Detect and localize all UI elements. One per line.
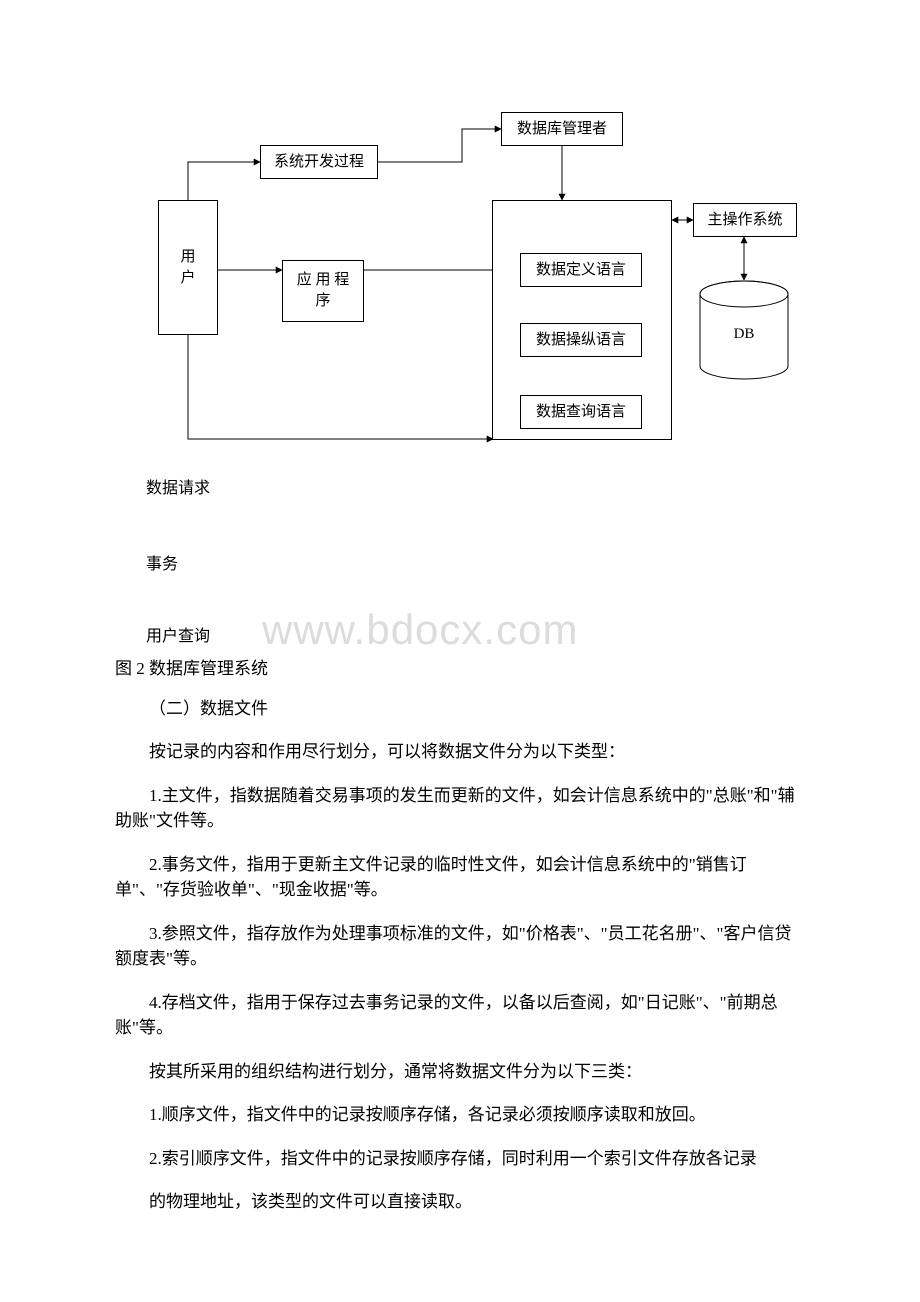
paragraph: 2.事务文件，指用于更新主文件记录的临时性文件，如会计信息系统中的"销售订单"、… — [115, 852, 805, 903]
watermark: www.bdocx.com — [262, 606, 578, 654]
node-db: DB — [699, 280, 789, 380]
node-app: 应 用 程 序 — [282, 260, 364, 322]
paragraph: 2.索引顺序文件，指文件中的记录按顺序存储，同时利用一个索引文件存放各记录 — [115, 1146, 805, 1172]
node-dql: 数据查询语言 — [520, 395, 642, 429]
label-data-request: 数据请求 — [146, 474, 210, 504]
node-dbadmin: 数据库管理者 — [501, 112, 623, 146]
document-body: 图 2 数据库管理系统 （二）数据文件 按记录的内容和作用尽行划分，可以将数据文… — [115, 656, 805, 1233]
figure-caption: 图 2 数据库管理系统 — [115, 656, 805, 682]
label-user-query: 用户查询 — [146, 622, 210, 652]
node-ddl: 数据定义语言 — [520, 253, 642, 287]
paragraph: 4.存档文件，指用于保存过去事务记录的文件，以备以后查阅，如"日记账"、"前期总… — [115, 990, 805, 1041]
paragraph: 按其所采用的组织结构进行划分，通常将数据文件分为以下三类： — [115, 1059, 805, 1085]
label-transaction: 事务 — [146, 550, 178, 580]
paragraph: 的物理地址，该类型的文件可以直接读取。 — [115, 1189, 805, 1215]
node-user: 用 户 — [158, 200, 218, 335]
dbms-diagram: 用 户 系统开发过程 应 用 程 序 数据库管理者 数据定义语言 数据操纵语言 … — [0, 0, 920, 460]
db-label: DB — [699, 326, 789, 343]
paragraph: 1.顺序文件，指文件中的记录按顺序存储，各记录必须按顺序读取和放回。 — [115, 1102, 805, 1128]
section-heading: （二）数据文件 — [115, 696, 805, 722]
paragraph: 按记录的内容和作用尽行划分，可以将数据文件分为以下类型： — [115, 739, 805, 765]
node-mainos: 主操作系统 — [693, 203, 797, 237]
paragraph: 3.参照文件，指存放作为处理事项标准的文件，如"价格表"、"员工花名册"、"客户… — [115, 921, 805, 972]
node-dml: 数据操纵语言 — [520, 323, 642, 357]
paragraph: 1.主文件，指数据随着交易事项的发生而更新的文件，如会计信息系统中的"总账"和"… — [115, 783, 805, 834]
node-sysdev: 系统开发过程 — [260, 145, 378, 179]
